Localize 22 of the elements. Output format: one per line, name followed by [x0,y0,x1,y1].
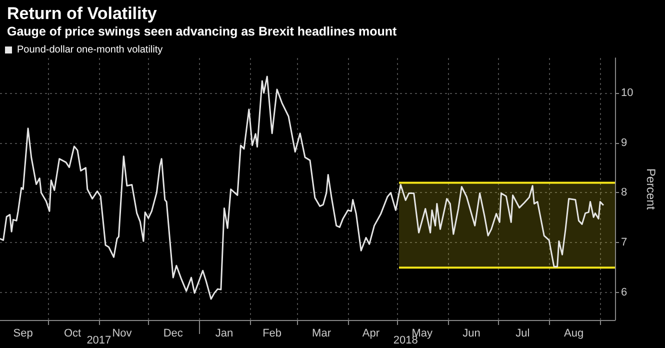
chart-subtitle: Gauge of price swings seen advancing as Brexit headlines mount [7,24,398,38]
x-tick-label: Nov [112,328,132,340]
y-tick-label: 8 [621,186,628,199]
x-tick-label: Apr [362,328,380,340]
x-tick-label: Aug [564,328,584,340]
x-tick-label: Mar [312,328,332,340]
chart-title: Return of Volatility [7,4,158,23]
x-tick-label: Jul [516,328,530,340]
x-tick-label: Jun [462,328,480,340]
line-series [0,76,604,300]
x2-tick-label: 2017 [86,334,112,346]
y-tick-label: 7 [621,236,628,249]
legend-label: Pound-dollar one-month volatility [17,44,163,56]
x-tick-label: Jan [215,328,234,340]
y-tick-label: 9 [621,136,628,149]
x-tick-label: Oct [64,328,82,340]
x-tick-label: Sep [13,328,33,340]
y-axis-title: Percent [644,168,658,210]
x-tick-label: Dec [163,328,184,340]
y-tick-label: 10 [621,86,634,99]
x-tick-label: Feb [262,328,282,340]
y-tick-label: 6 [621,286,628,299]
